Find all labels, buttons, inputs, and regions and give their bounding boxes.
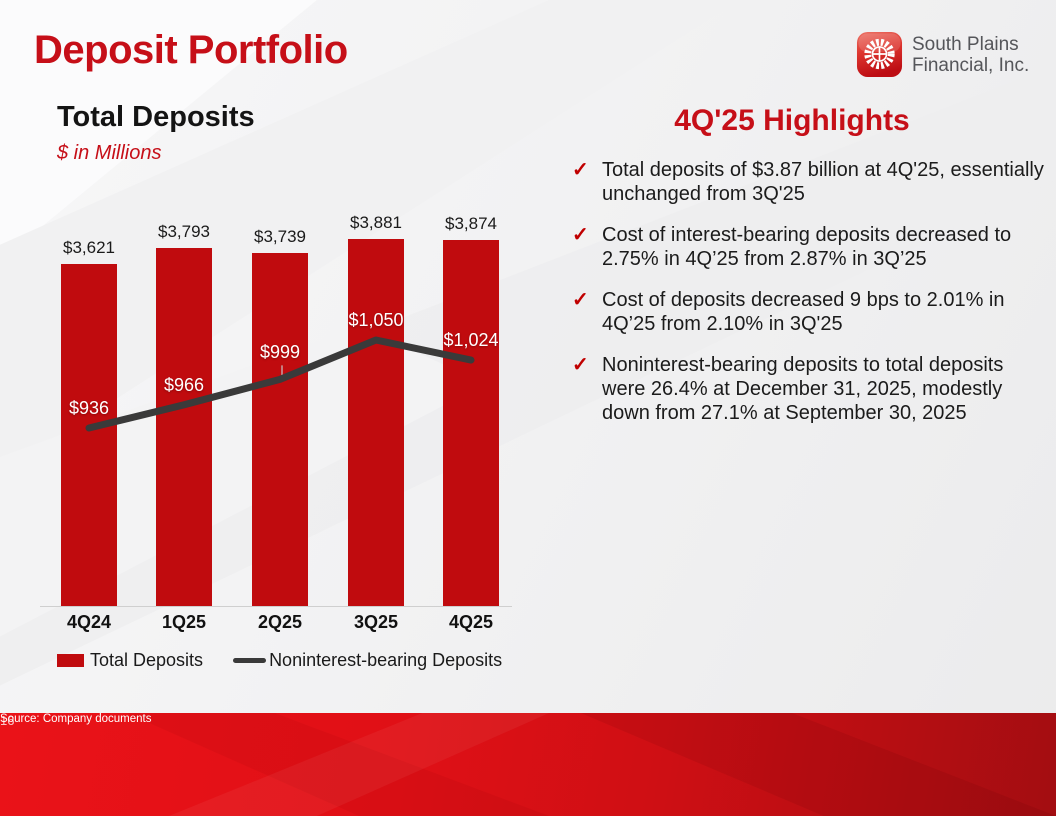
highlight-text: Cost of interest-bearing deposits decrea…	[602, 224, 1012, 270]
bar-3Q25	[348, 239, 404, 606]
legend-label: Noninterest-bearing Deposits	[269, 650, 503, 670]
x-axis-label-4Q24: 4Q24	[66, 612, 112, 632]
highlight-bullet: ✓ Cost of interest-bearing deposits decr…	[572, 223, 1046, 271]
deposits-chart-plot-area: $3,621 $3,793 $3,739 $3,881 $3,874 $936 $966 $9…	[40, 206, 512, 607]
bar-value-label: $3,739	[254, 227, 306, 246]
x-axis-label-2Q25: 2Q25	[257, 612, 303, 632]
page-number: 16	[0, 713, 15, 728]
bar-series-swatch	[57, 654, 84, 667]
highlight-bullet: ✓ Cost of deposits decreased 9 bps to 2.…	[572, 288, 1046, 336]
highlight-bullet: ✓ Noninterest-bearing deposits to total …	[572, 353, 1046, 425]
highlights-list: ✓ Total deposits of $3.87 billion at 4Q'…	[572, 158, 1046, 442]
line-value-label: $1,050	[348, 310, 404, 330]
line-value-label: $966	[163, 374, 205, 395]
highlight-text: Cost of deposits decreased 9 bps to 2.01…	[602, 289, 1005, 335]
company-name-line1: South Plains	[912, 34, 1019, 55]
chart-legend: Total Deposits Noninterest-bearing Depos…	[57, 650, 502, 671]
x-axis-label-3Q25: 3Q25	[353, 612, 399, 632]
legend-label: Total Deposits	[90, 650, 204, 670]
bar-4Q24	[61, 264, 117, 606]
windmill-wheel-icon	[856, 31, 903, 78]
highlight-text: Total deposits of $3.87 billion at 4Q'25…	[602, 159, 1044, 205]
company-logo: South Plains Financial, Inc.	[856, 31, 1029, 78]
x-axis-label-4Q25: 4Q25	[448, 612, 494, 632]
footer-band: Source: Company documents 16	[0, 713, 1056, 816]
company-name: South Plains Financial, Inc.	[912, 31, 1029, 76]
slide-title: Deposit Portfolio	[34, 28, 348, 72]
line-value-label: $999	[259, 342, 301, 363]
line-value-label: $936	[68, 398, 110, 418]
bar-1Q25	[156, 248, 212, 606]
source-note: Source: Company documents	[0, 713, 152, 725]
bar-2Q25	[252, 253, 308, 606]
bar-4Q25	[443, 240, 499, 606]
legend-item-noninterest-bearing: Noninterest-bearing Deposits	[233, 650, 502, 671]
checkmark-icon: ✓	[572, 224, 589, 246]
chart-x-axis-labels: 4Q24 1Q25 2Q25 3Q25 4Q25	[40, 612, 512, 636]
highlights-title: 4Q'25 Highlights	[674, 104, 910, 137]
checkmark-icon: ✓	[572, 289, 589, 311]
bar-value-label: $3,621	[63, 238, 115, 257]
bar-value-label: $3,881	[350, 213, 402, 232]
checkmark-icon: ✓	[572, 354, 589, 376]
highlight-text: Noninterest-bearing deposits to total de…	[602, 354, 1004, 424]
line-value-label: $1,024	[443, 330, 499, 351]
company-name-line2: Financial, Inc.	[912, 55, 1030, 76]
bar-value-label: $3,793	[158, 222, 210, 241]
x-axis-label-1Q25: 1Q25	[161, 612, 207, 632]
highlight-bullet: ✓ Total deposits of $3.87 billion at 4Q'…	[572, 158, 1046, 206]
chart-subtitle: $ in Millions	[57, 142, 162, 164]
line-series-swatch	[233, 658, 267, 663]
chart-title: Total Deposits	[57, 101, 255, 133]
bar-value-label: $3,874	[445, 214, 497, 233]
checkmark-icon: ✓	[572, 159, 589, 181]
legend-item-total-deposits: Total Deposits	[57, 650, 203, 671]
